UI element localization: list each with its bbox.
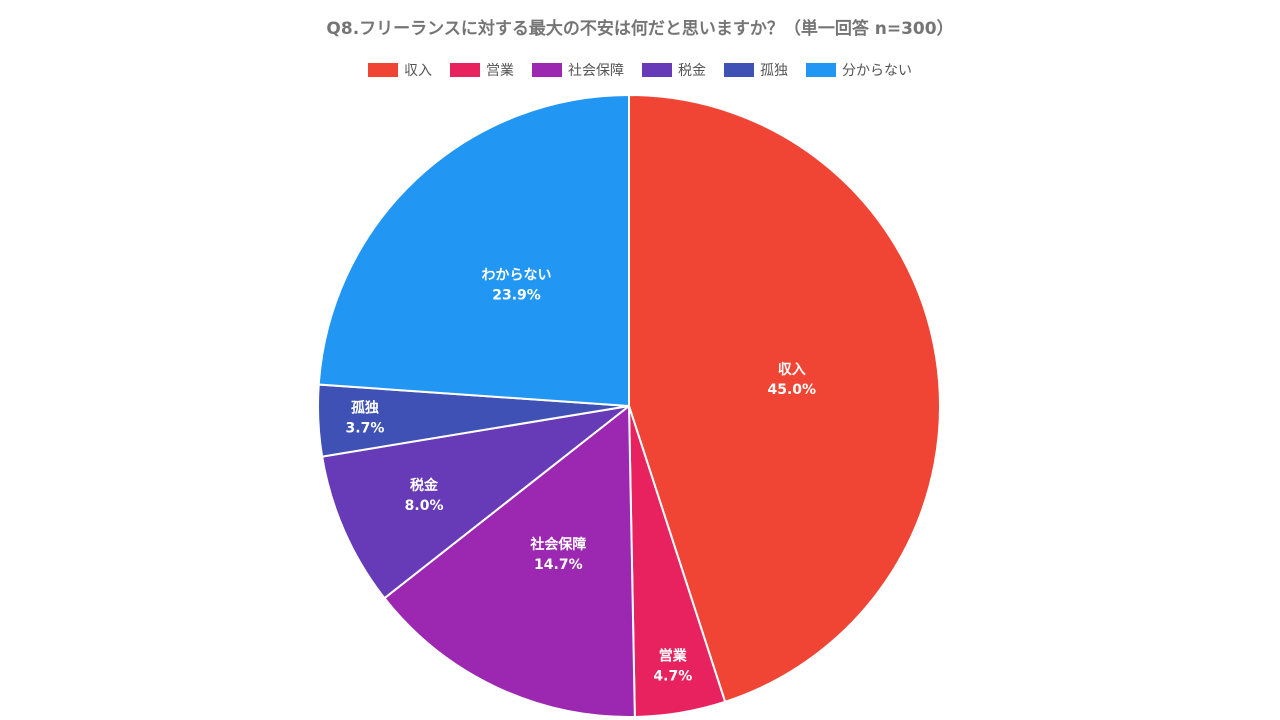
legend-label: 収入 (404, 63, 432, 79)
legend-label: 税金 (678, 63, 706, 79)
slice-label: 税金 (410, 477, 439, 494)
slice-value: 3.7% (346, 420, 385, 436)
slice-label: 孤独 (351, 399, 379, 416)
legend-label: 分からない (842, 63, 912, 79)
legend-label: 社会保障 (568, 63, 624, 79)
slice-value: 23.9% (492, 287, 541, 303)
legend-swatch (642, 63, 672, 77)
legend-swatch (806, 63, 836, 77)
legend: 収入 営業 社会保障 税金 孤独 分からない (368, 63, 912, 79)
chart-title: Q8.フリーランスに対する最大の不安は何だと思いますか？（単一回答 n=300） (326, 18, 953, 39)
legend-swatch (450, 63, 480, 77)
slice-value: 45.0% (768, 382, 817, 398)
slice-value: 4.7% (653, 669, 692, 685)
slice-label: 社会保障 (529, 536, 586, 553)
legend-swatch (532, 63, 562, 77)
legend-label: 営業 (486, 63, 514, 79)
slice-value: 14.7% (534, 557, 583, 573)
legend-swatch (368, 63, 398, 77)
slice-label: 収入 (778, 361, 806, 378)
pie-slice (383, 403, 636, 718)
pie-slice (628, 93, 941, 704)
slice-label: 営業 (659, 648, 688, 665)
slice-value: 8.0% (405, 498, 444, 514)
pie-slice (317, 93, 630, 408)
legend-label: 孤独 (760, 63, 788, 79)
legend-swatch (724, 63, 754, 77)
slice-label: わからない (482, 267, 552, 283)
pie-slice (320, 405, 630, 600)
